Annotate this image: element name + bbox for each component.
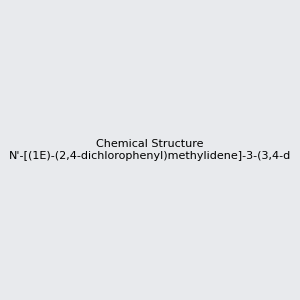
Text: Chemical Structure
N'-[(1E)-(2,4-dichlorophenyl)methylidene]-3-(3,4-d: Chemical Structure N'-[(1E)-(2,4-dichlor… xyxy=(9,139,291,161)
